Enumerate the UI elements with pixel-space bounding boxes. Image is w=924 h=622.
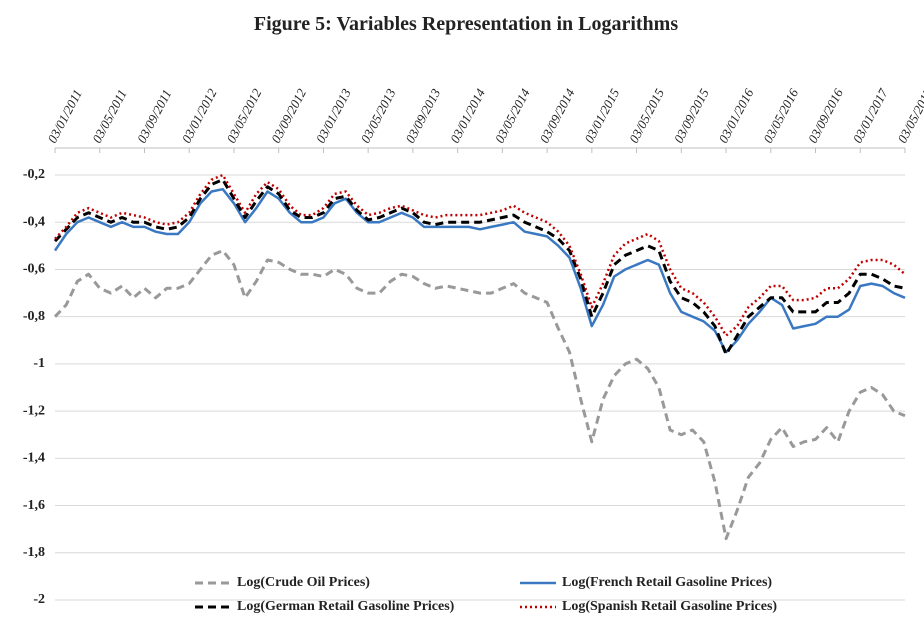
- y-tick-label: -1,8: [23, 545, 45, 560]
- y-tick-label: -1,6: [23, 498, 45, 513]
- x-tick-label: 03/05/2014: [492, 86, 533, 146]
- legend-label: Log(Crude Oil Prices): [237, 575, 370, 590]
- x-tick-label: 03/01/2014: [447, 86, 488, 146]
- legend-label: Log(French Retail Gasoline Prices): [562, 575, 772, 590]
- x-tick-label: 03/09/2014: [537, 86, 578, 146]
- x-tick-label: 03/01/2013: [313, 86, 354, 146]
- x-tick-label: 03/01/2011: [44, 87, 85, 145]
- line-series: [53, 178, 906, 356]
- x-tick-label: 03/09/2016: [805, 86, 846, 146]
- y-tick-label: -0,2: [23, 167, 45, 182]
- y-tick-label: -0,8: [23, 309, 45, 324]
- x-tick-label: 03/09/2013: [402, 86, 443, 146]
- x-tick-label: 03/01/2015: [581, 86, 622, 146]
- x-tick-label: 03/05/2015: [626, 86, 667, 146]
- x-tick-label: 03/01/2017: [850, 86, 891, 146]
- line-series: [53, 249, 906, 541]
- x-tick-label: 03/05/2011: [89, 87, 130, 145]
- x-tick-label: 03/05/2016: [760, 86, 801, 146]
- legend-label: Log(Spanish Retail Gasoline Prices): [562, 599, 777, 614]
- y-tick-label: -1: [33, 356, 45, 371]
- x-tick-label: 03/01/2012: [179, 86, 220, 146]
- line-series: [54, 173, 906, 337]
- legend-label: Log(German Retail Gasoline Prices): [237, 599, 455, 614]
- y-tick-label: -2: [33, 592, 45, 607]
- x-tick-label: 03/09/2012: [268, 86, 309, 146]
- x-tick-label: 03/05/2017: [894, 86, 924, 146]
- x-tick-label: 03/05/2013: [358, 86, 399, 146]
- y-tick-label: -1,2: [23, 403, 45, 418]
- y-tick-label: -0,4: [23, 214, 45, 229]
- y-tick-label: -0,6: [23, 262, 45, 277]
- line-series: [53, 187, 906, 354]
- chart-title: Figure 5: Variables Representation in Lo…: [254, 13, 678, 35]
- y-tick-label: -1,4: [23, 451, 45, 466]
- x-tick-label: 03/09/2015: [671, 86, 712, 146]
- x-tick-label: 03/01/2016: [715, 86, 756, 146]
- x-tick-label: 03/05/2012: [223, 86, 264, 146]
- x-tick-label: 03/09/2011: [134, 87, 175, 145]
